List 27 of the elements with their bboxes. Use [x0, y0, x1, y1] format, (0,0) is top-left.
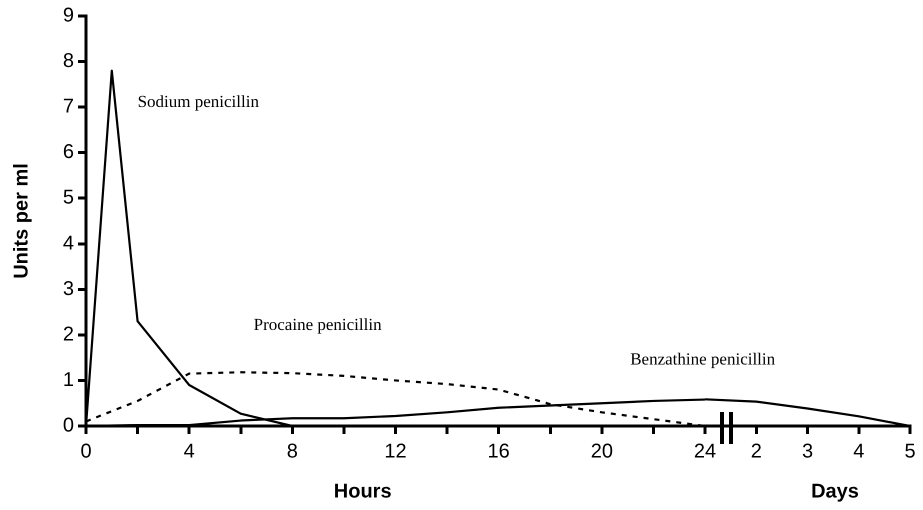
series-label: Benzathine penicillin — [630, 349, 776, 368]
y-tick-label: 8 — [62, 50, 74, 72]
x-tick-label: 3 — [802, 440, 814, 463]
x-tick-label: 12 — [384, 440, 407, 463]
y-tick-label: 7 — [62, 96, 74, 118]
y-tick-label: 0 — [62, 414, 74, 437]
series-label: Sodium penicillin — [138, 92, 260, 112]
y-tick-label: 5 — [62, 186, 74, 209]
x-tick-label: 24 — [694, 440, 716, 463]
text: Procaine penicillin — [254, 315, 382, 334]
y-tick-label: 3 — [62, 278, 74, 300]
y-tick-label: 2 — [62, 323, 74, 346]
x-tick-label: 0 — [80, 440, 92, 463]
x-tick-label: 8 — [286, 440, 298, 463]
x-tick-label: 4 — [853, 440, 864, 463]
x-tick-label: 16 — [488, 440, 510, 463]
y-tick-label: 6 — [62, 141, 74, 164]
x-tick-label: 20 — [590, 440, 613, 463]
y-axis-title: Units per ml — [10, 163, 33, 279]
x-axis-title: Hours — [334, 480, 392, 503]
y-tick-label: 1 — [62, 368, 74, 391]
y-tick-label: 4 — [62, 232, 74, 254]
x-tick-label: 4 — [184, 440, 195, 463]
x-axis-title: Days — [811, 480, 859, 503]
x-tick-label: 5 — [904, 440, 916, 463]
y-tick-label: 9 — [62, 4, 74, 27]
x-tick-label: 2 — [750, 440, 762, 463]
